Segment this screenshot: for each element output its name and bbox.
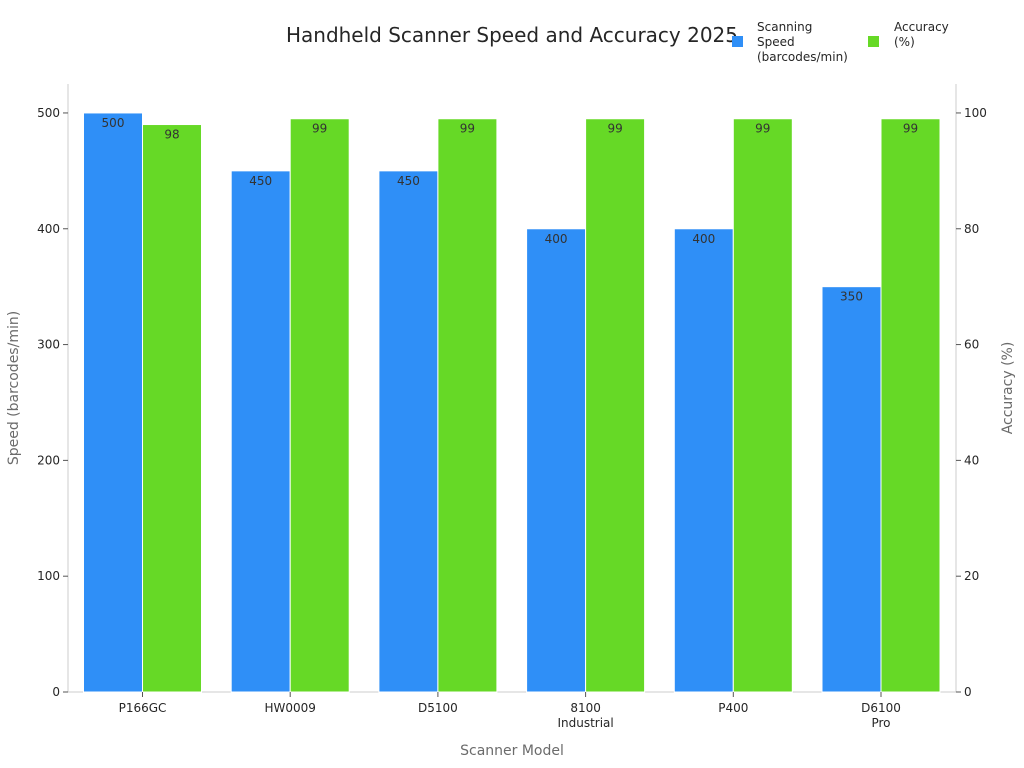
y-left-tick-label: 200 xyxy=(37,453,60,467)
bar-accuracy xyxy=(142,124,202,693)
bar-speed xyxy=(230,170,291,693)
x-tick-label-line: Industrial xyxy=(557,716,613,730)
x-axis-ticks: P166GC HW0009 D5100 8100 Industrial P400 D6100… xyxy=(119,692,901,730)
x-tick-label: P400 xyxy=(718,701,748,715)
x-tick-label: HW0009 xyxy=(264,701,315,715)
y-left-tick-label: 500 xyxy=(37,106,60,120)
bar-accuracy xyxy=(437,118,498,693)
legend-label-line: Speed xyxy=(757,35,795,49)
bar-label-accuracy: 99 xyxy=(312,122,327,136)
bar-accuracy xyxy=(289,118,350,693)
legend-label-accuracy: Accuracy (%) xyxy=(894,20,949,49)
bar-label-speed: 500 xyxy=(102,116,125,130)
y-axis-left-label: Speed (barcodes/min) xyxy=(6,311,22,465)
y-right-tick-label: 40 xyxy=(964,453,979,467)
bar-label-speed: 350 xyxy=(840,290,863,304)
x-tick-label-line: P166GC xyxy=(119,701,167,715)
x-tick-label: P166GC xyxy=(119,701,167,715)
x-tick-label-line: P400 xyxy=(718,701,748,715)
bar-accuracy xyxy=(732,118,793,693)
y-right-tick-label: 80 xyxy=(964,222,979,236)
bar-label-speed: 400 xyxy=(692,232,715,246)
x-tick-label-line: 8100 xyxy=(570,701,601,715)
y-axis-right-ticks: 0 20 40 60 80 100 xyxy=(956,106,987,699)
bar-speed xyxy=(821,286,882,693)
bar-label-speed: 450 xyxy=(397,174,420,188)
y-left-tick-label: 100 xyxy=(37,569,60,583)
x-tick-label-line: Pro xyxy=(871,716,890,730)
bar-labels: 500 98 450 99 450 99 400 99 400 99 350 99 xyxy=(102,116,919,304)
legend-label-line: Accuracy xyxy=(894,20,949,34)
bar-label-accuracy: 99 xyxy=(460,122,475,136)
y-axis-left-ticks: 0 100 200 300 400 500 xyxy=(37,106,68,699)
bar-speed xyxy=(378,170,439,693)
x-tick-label: D5100 xyxy=(418,701,458,715)
y-right-tick-label: 0 xyxy=(964,685,972,699)
y-left-tick-label: 300 xyxy=(37,338,60,352)
y-left-tick-label: 400 xyxy=(37,222,60,236)
y-right-tick-label: 20 xyxy=(964,569,979,583)
y-right-tick-label: 100 xyxy=(964,106,987,120)
x-axis-label: Scanner Model xyxy=(460,743,564,759)
bar-label-speed: 400 xyxy=(545,232,568,246)
legend-swatch-speed xyxy=(732,36,743,47)
x-tick-label-line: D5100 xyxy=(418,701,458,715)
bar-label-speed: 450 xyxy=(249,174,272,188)
x-tick-label: 8100 Industrial xyxy=(557,701,613,730)
bar-speed xyxy=(673,228,734,693)
legend-label-speed: Scanning Speed (barcodes/min) xyxy=(757,20,848,64)
x-tick-label: D6100 Pro xyxy=(861,701,901,730)
x-tick-label-line: HW0009 xyxy=(264,701,315,715)
plot-frame xyxy=(67,84,957,693)
bar-speed xyxy=(526,228,587,693)
legend-label-line: (%) xyxy=(894,35,915,49)
legend-swatch-accuracy xyxy=(868,36,879,47)
bars xyxy=(83,112,941,693)
bar-accuracy xyxy=(585,118,646,693)
bar-accuracy xyxy=(880,118,941,693)
y-right-tick-label: 60 xyxy=(964,338,979,352)
y-axis-right-label: Accuracy (%) xyxy=(1000,342,1016,435)
bar-label-accuracy: 98 xyxy=(164,128,179,142)
bar-label-accuracy: 99 xyxy=(903,122,918,136)
bar-speed xyxy=(83,112,143,693)
bar-label-accuracy: 99 xyxy=(755,122,770,136)
bar-label-accuracy: 99 xyxy=(607,122,622,136)
chart-title: Handheld Scanner Speed and Accuracy 2025 xyxy=(286,23,738,47)
legend-label-line: (barcodes/min) xyxy=(757,50,848,64)
legend: Scanning Speed (barcodes/min) Accuracy (%) xyxy=(732,20,949,64)
legend-label-line: Scanning xyxy=(757,20,812,34)
x-tick-label-line: D6100 xyxy=(861,701,901,715)
y-left-tick-label: 0 xyxy=(52,685,60,699)
